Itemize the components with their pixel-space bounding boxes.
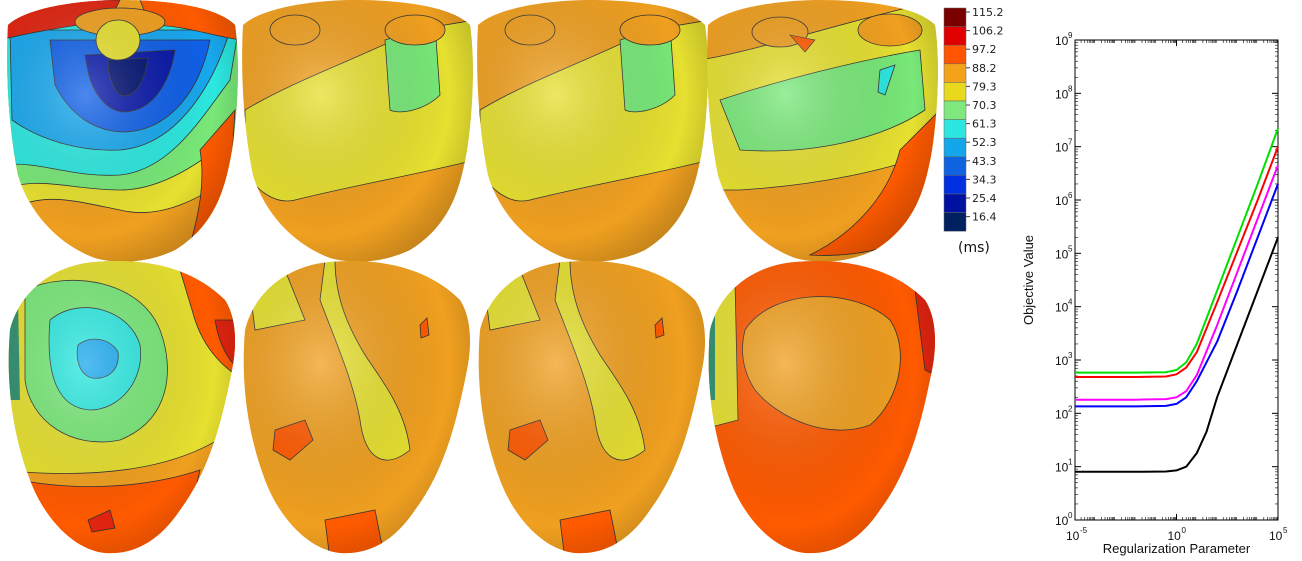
y-tick-exp: 2	[1068, 404, 1073, 413]
y-tick-label: 10 9	[1055, 31, 1073, 48]
y-tick-exp: 9	[1068, 31, 1073, 40]
colorbar-label: 34.3	[972, 173, 997, 186]
colorbar-label: 106.2	[972, 25, 1004, 38]
y-tick-label: 10 7	[1055, 138, 1073, 155]
colorbar: 115.2 106.2 97.2 88.2 79.3 70.3 61.3 52.3 43.3 34…	[943, 6, 1004, 256]
colorbar-label: 88.2	[972, 62, 997, 75]
colorbar-label: 61.3	[972, 118, 997, 131]
colorbar-swatch	[943, 175, 967, 195]
y-tick-base: 10	[1055, 514, 1069, 528]
series-line-3	[1075, 164, 1279, 401]
colorbar-label: 16.4	[972, 211, 997, 224]
y-tick-base: 10	[1055, 34, 1069, 48]
heart-panel-3	[477, 0, 708, 262]
colorbar-swatch	[943, 82, 967, 102]
colorbar-swatch	[943, 193, 967, 213]
heart-panel-1	[7, 0, 238, 262]
colorbar-swatch	[943, 156, 967, 176]
y-tick-base: 10	[1055, 407, 1069, 421]
y-tick-base: 10	[1055, 301, 1069, 315]
y-tick-label: 10 6	[1055, 191, 1073, 208]
x-tick-base: 10	[1269, 529, 1283, 543]
colorbar-label: 79.3	[972, 80, 997, 93]
y-tick-exp: 8	[1068, 84, 1073, 93]
y-tick-exp: 4	[1068, 298, 1073, 307]
colorbar-swatch	[943, 63, 967, 83]
y-tick-exp: 1	[1068, 458, 1073, 467]
y-tick-label: 10 8	[1055, 84, 1073, 101]
colorbar-label: 115.2	[972, 6, 1004, 19]
x-tick-exp: 0	[1182, 526, 1187, 535]
y-tick-label: 10 3	[1055, 351, 1073, 368]
y-tick-base: 10	[1055, 247, 1069, 261]
series-line-5	[1075, 236, 1279, 473]
x-tick-base: 10	[1066, 529, 1080, 543]
x-tick-exp: -5	[1080, 526, 1088, 535]
heart-panel-4	[707, 0, 938, 262]
heart-panel-6	[243, 260, 471, 554]
colorbar-label: 25.4	[972, 192, 997, 205]
y-tick-label: 10 0	[1055, 511, 1073, 528]
colorbar-label: 43.3	[972, 155, 997, 168]
plot-series-lines	[1075, 128, 1279, 473]
colorbar-swatch	[943, 44, 967, 65]
series-line-2	[1075, 146, 1279, 378]
series-line-1	[1075, 128, 1279, 374]
colorbar-swatches	[943, 7, 967, 232]
heart-panel-8	[708, 260, 936, 554]
heart-panel-2	[242, 0, 473, 262]
x-tick-label: 10 5	[1269, 526, 1288, 543]
y-tick-base: 10	[1055, 87, 1069, 101]
colorbar-labels: 115.2 106.2 97.2 88.2 79.3 70.3 61.3 52.3 43.3 34…	[966, 6, 1004, 224]
y-tick-exp: 5	[1068, 244, 1073, 253]
y-tick-base: 10	[1055, 141, 1069, 155]
x-tick-base: 10	[1168, 529, 1182, 543]
y-tick-exp: 7	[1068, 138, 1073, 147]
colorbar-swatch	[943, 100, 967, 120]
colorbar-label: 97.2	[972, 43, 997, 56]
y-tick-exp: 3	[1068, 351, 1073, 360]
x-tick-labels: 10 -5 10 0 10 5	[1066, 526, 1288, 543]
x-tick-label: 10 0	[1168, 526, 1187, 543]
y-tick-label: 10 5	[1055, 244, 1073, 261]
colorbar-label: 52.3	[972, 136, 997, 149]
y-tick-exp: 6	[1068, 191, 1073, 200]
colorbar-swatch	[943, 212, 967, 232]
y-tick-label: 10 1	[1055, 458, 1073, 475]
heart-panel-5	[8, 260, 236, 554]
x-tick-exp: 5	[1283, 526, 1288, 535]
y-tick-label: 10 2	[1055, 404, 1073, 421]
y-axis-label: Objective Value	[1021, 235, 1036, 325]
y-tick-base: 10	[1055, 194, 1069, 208]
y-tick-base: 10	[1055, 461, 1069, 475]
plot-border	[1074, 39, 1279, 521]
colorbar-swatch	[943, 137, 967, 158]
plot-axes-frame	[1074, 39, 1279, 521]
series-line-4	[1075, 183, 1279, 408]
heart-panel-7	[478, 260, 706, 554]
colorbar-swatch	[943, 7, 967, 27]
colorbar-unit: (ms)	[958, 240, 990, 256]
colorbar-swatch	[943, 26, 967, 46]
heart-panels	[7, 0, 938, 554]
y-tick-base: 10	[1055, 354, 1069, 368]
x-tick-label: 10 -5	[1066, 526, 1088, 543]
y-tick-exp: 0	[1068, 511, 1073, 520]
y-tick-label: 10 4	[1055, 298, 1073, 315]
x-axis-label: Regularization Parameter	[1103, 541, 1251, 556]
colorbar-label: 70.3	[972, 99, 997, 112]
colorbar-swatch	[943, 119, 967, 139]
